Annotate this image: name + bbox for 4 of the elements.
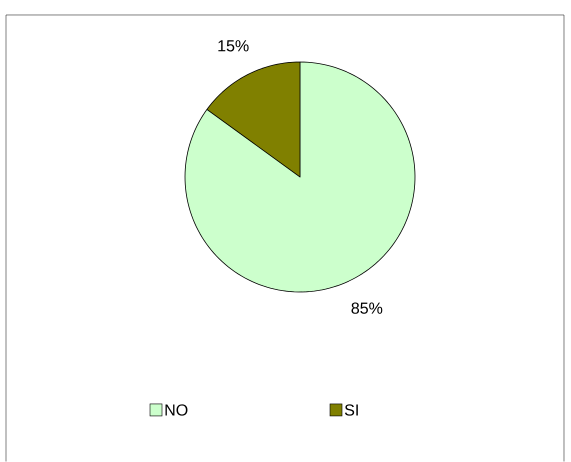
- legend-label: NO: [166, 404, 188, 416]
- legend-label: SI: [344, 404, 358, 416]
- data-label: 85%: [352, 302, 382, 314]
- data-label: 15%: [218, 40, 249, 52]
